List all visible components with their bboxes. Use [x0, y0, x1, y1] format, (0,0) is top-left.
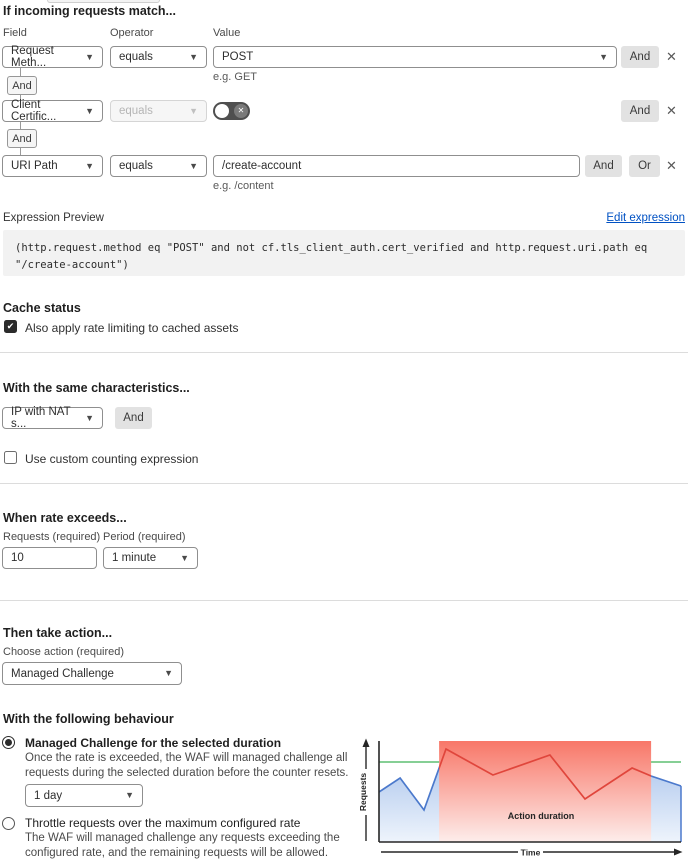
duration-select-value: 1 day — [34, 789, 63, 802]
operator-column-label: Operator — [110, 27, 154, 39]
chevron-down-icon: ▼ — [180, 552, 189, 563]
behaviour-option2-description: The WAF will managed challenge any reque… — [25, 832, 340, 860]
period-label: Period (required) — [103, 531, 186, 543]
section-divider — [0, 600, 688, 601]
operator-select-row1[interactable]: equals ▼ — [110, 46, 207, 68]
action-select-value: Managed Challenge — [11, 667, 114, 680]
y-axis-label: Requests — [358, 773, 368, 812]
expression-code: (http.request.method eq "POST" and not c… — [3, 230, 685, 276]
behaviour-option2-title: Throttle requests over the maximum confi… — [25, 816, 301, 830]
value-combobox-row1-value: POST — [222, 51, 254, 63]
x-axis-arrowhead-icon — [674, 848, 683, 856]
behaviour-option1-radio[interactable] — [2, 736, 15, 749]
field-select-row2[interactable]: Client Certific... ▼ — [2, 99, 103, 123]
cache-checkbox-label: Also apply rate limiting to cached asset… — [25, 321, 239, 335]
cache-status-heading: Cache status — [3, 301, 81, 315]
characteristic-select[interactable]: IP with NAT s... ▼ — [2, 406, 103, 430]
close-icon[interactable]: ✕ — [666, 49, 677, 64]
period-select[interactable]: 1 minute ▼ — [103, 547, 198, 569]
checkmark-icon: ✔ — [6, 321, 15, 331]
operator-select-row1-value: equals — [119, 51, 153, 63]
section-divider — [0, 483, 688, 484]
chevron-down-icon: ▼ — [189, 105, 198, 116]
field-select-row2-value: Client Certific... — [11, 99, 57, 123]
connector-and-chip[interactable]: And — [7, 76, 37, 95]
choose-action-label: Choose action (required) — [3, 646, 125, 658]
match-heading: If incoming requests match... — [3, 4, 176, 18]
radio-dot-icon — [5, 739, 12, 746]
behaviour-heading: With the following behaviour — [3, 712, 174, 726]
operator-select-row3-value: equals — [119, 160, 153, 172]
requests-label: Requests (required) — [3, 531, 101, 543]
chevron-down-icon: ▼ — [85, 412, 94, 423]
operator-select-row2: equals ▼ — [110, 100, 207, 122]
section-divider — [0, 352, 688, 353]
action-duration-region — [439, 741, 652, 842]
behaviour-option2-radio[interactable] — [2, 817, 15, 830]
value-input-row3[interactable] — [213, 155, 580, 177]
chevron-down-icon: ▼ — [189, 160, 198, 171]
field-select-row1-value: Request Meth... — [11, 45, 54, 69]
edit-expression-link[interactable]: Edit expression — [606, 212, 685, 224]
y-axis-arrowhead-icon — [362, 738, 370, 747]
chevron-down-icon: ▼ — [85, 160, 94, 171]
behaviour-option1-title: Managed Challenge for the selected durat… — [25, 736, 282, 750]
value-column-label: Value — [213, 27, 241, 39]
field-select-row1[interactable]: Request Meth... ▼ — [2, 45, 103, 69]
characteristic-select-value: IP with NAT s... — [11, 406, 71, 430]
value-helper-row1: e.g. GET — [213, 71, 258, 83]
connector-and-chip[interactable]: And — [7, 129, 37, 148]
value-combobox-row1[interactable]: POST ▼ — [213, 46, 617, 68]
operator-select-row3[interactable]: equals ▼ — [110, 155, 207, 177]
and-button-row3[interactable]: And — [585, 155, 622, 177]
clipped-element-edge — [47, 0, 160, 3]
duration-select[interactable]: 1 day ▼ — [25, 784, 143, 807]
chevron-down-icon: ▼ — [599, 51, 608, 62]
close-icon[interactable]: ✕ — [666, 158, 677, 173]
requests-line-action — [439, 747, 652, 801]
field-select-row3[interactable]: URI Path ▼ — [2, 155, 103, 177]
or-button-row3[interactable]: Or — [629, 155, 660, 177]
period-select-value: 1 minute — [112, 552, 157, 564]
behaviour-chart: Requests Time Action duration — [358, 738, 683, 858]
chevron-down-icon: ▼ — [85, 105, 94, 116]
toggle-knob — [215, 104, 229, 118]
field-column-label: Field — [3, 27, 27, 39]
x-axis-label: Time — [521, 848, 541, 858]
chevron-down-icon: ▼ — [85, 51, 94, 62]
toggle-x-icon: ✕ — [234, 104, 248, 118]
action-duration-annotation: Action duration — [508, 811, 575, 821]
characteristics-heading: With the same characteristics... — [3, 381, 190, 395]
behaviour-option1-description: Once the rate is exceeded, the WAF will … — [25, 752, 349, 780]
cert-verified-toggle[interactable]: ✕ — [213, 102, 250, 120]
field-select-row3-value: URI Path — [11, 160, 58, 172]
requests-input[interactable] — [2, 547, 97, 569]
action-select[interactable]: Managed Challenge ▼ — [2, 662, 182, 685]
chevron-down-icon: ▼ — [164, 668, 173, 678]
operator-select-row2-value: equals — [119, 105, 153, 117]
expression-preview-label: Expression Preview — [3, 212, 104, 224]
characteristics-and-button[interactable]: And — [115, 407, 152, 429]
and-button-row1[interactable]: And — [621, 46, 659, 68]
close-icon[interactable]: ✕ — [666, 103, 677, 118]
chevron-down-icon: ▼ — [125, 790, 134, 800]
cache-checkbox[interactable]: ✔ — [4, 320, 17, 333]
custom-counting-checkbox[interactable] — [4, 451, 17, 464]
and-button-row2[interactable]: And — [621, 100, 659, 122]
rate-heading: When rate exceeds... — [3, 511, 127, 525]
chevron-down-icon: ▼ — [189, 51, 198, 62]
action-heading: Then take action... — [3, 626, 113, 640]
value-helper-row3: e.g. /content — [213, 180, 274, 192]
custom-counting-label: Use custom counting expression — [25, 452, 199, 466]
